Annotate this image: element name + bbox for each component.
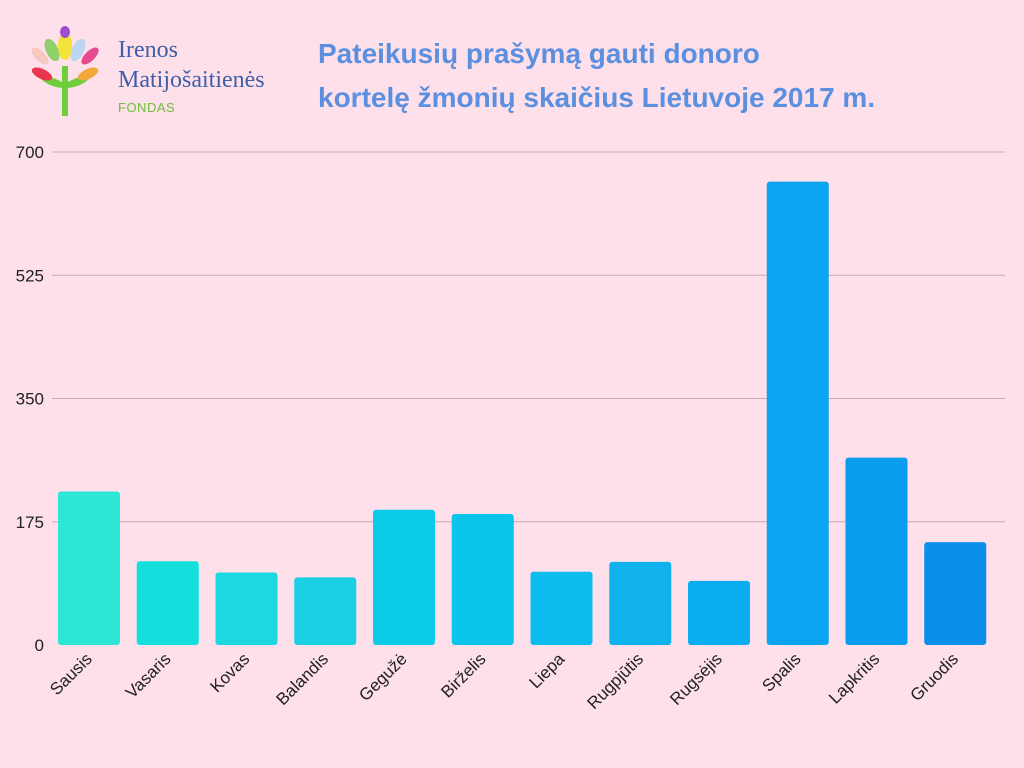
x-tick-label: Birželis [437,649,489,701]
x-tick-label: Rugsėjis [666,649,726,709]
y-tick-label: 175 [16,513,44,532]
x-tick-label: Spalis [758,649,804,695]
bar-rugsėjis [688,580,750,645]
bar-sausis [58,491,120,645]
bar-birželis [451,514,514,645]
x-tick-label: Liepa [525,649,568,692]
x-tick-label: Gruodis [907,649,963,705]
x-tick-label: Lapkritis [825,649,883,707]
chart-title-line1: Pateikusių prašymą gauti donoro [318,38,760,69]
bar-gruodis [924,542,987,645]
x-tick-label: Rugpjūtis [584,649,648,713]
bar-kovas [215,572,278,645]
bar-gegužė [373,509,435,645]
logo-text-line2: Matijošaitienės [118,67,265,93]
chart-title-line2: kortelę žmonių skaičius Lietuvoje 2017 m… [318,82,876,113]
logo-text-line1: Irenos [118,37,178,63]
x-tick-label: Balandis [273,649,333,709]
y-tick-label: 525 [16,266,44,285]
bar-spalis [766,181,829,645]
x-tick-label: Vasaris [122,649,175,702]
foundation-logo: Irenos Matijošaitienės FONDAS [32,26,302,122]
x-tick-label: Gegužė [355,649,411,705]
bar-vasaris [136,561,199,645]
tree-icon [32,26,99,116]
bar-lapkritis [845,457,908,645]
bar-liepa [530,571,593,645]
chart-title: Pateikusių prašymą gauti donoro kortelę … [318,32,1018,120]
x-tick-label: Kovas [206,649,253,696]
logo-text-line3: FONDAS [118,100,176,115]
y-tick-label: 350 [16,390,44,409]
y-tick-label: 0 [35,636,44,655]
bar-balandis [294,577,357,645]
x-tick-label: Sausis [46,649,96,699]
y-tick-label: 700 [16,143,44,162]
bar-rugpjūtis [609,561,672,645]
